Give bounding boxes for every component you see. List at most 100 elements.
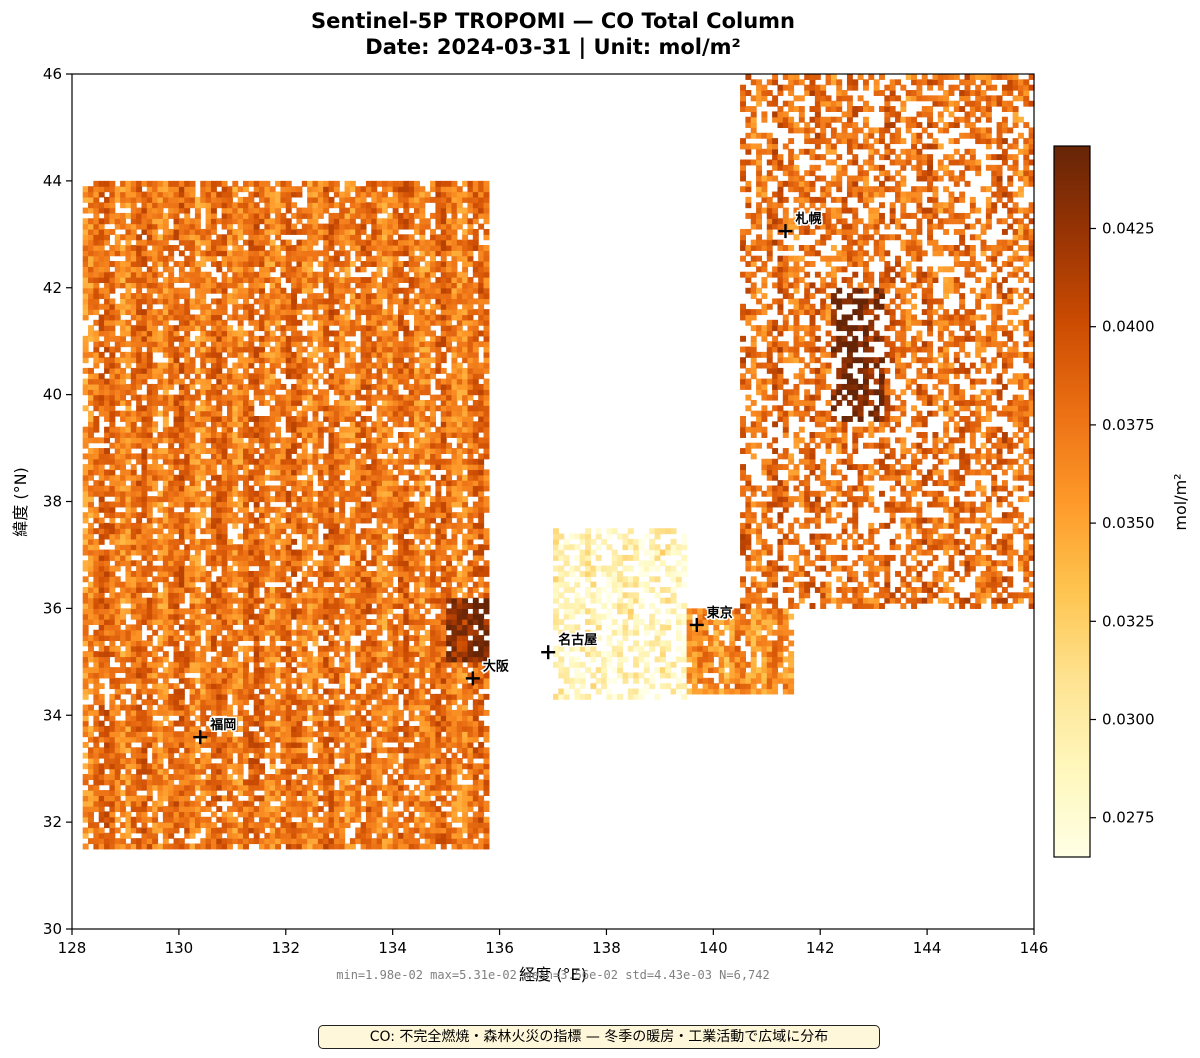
heat-cell [285, 453, 292, 460]
heat-cell [210, 528, 217, 535]
heat-cell [312, 683, 319, 690]
heat-cell [312, 410, 319, 417]
heat-cell [253, 528, 260, 535]
heat-cell [178, 474, 185, 481]
heat-cell [296, 779, 303, 786]
heat-cell [120, 731, 127, 738]
heat-cell [173, 314, 180, 321]
heat-cell [253, 779, 260, 786]
heat-cell [136, 212, 143, 219]
heat-cell [237, 506, 244, 513]
heat-cell [291, 800, 298, 807]
heat-cell [301, 672, 308, 679]
heat-cell [173, 741, 180, 748]
heat-cell [162, 228, 169, 235]
heat-cell [88, 255, 94, 262]
heat-cell [157, 287, 164, 294]
heat-cell [312, 538, 319, 545]
heat-cell [98, 587, 105, 593]
heat-cell [146, 774, 153, 780]
heat-cell [296, 464, 303, 471]
heat-cell [210, 581, 217, 588]
heat-cell [264, 426, 271, 433]
heat-cell [146, 795, 153, 802]
heat-cell [296, 784, 303, 791]
heat-cell [168, 458, 175, 465]
heat-cell [226, 827, 233, 834]
heat-cell [307, 522, 314, 529]
heat-cell [88, 330, 94, 337]
heat-cell [146, 218, 153, 225]
heat-cell [269, 816, 276, 823]
heat-cell [280, 731, 287, 738]
heat-cell [333, 806, 340, 813]
heat-cell [189, 458, 196, 465]
heat-cell [194, 656, 201, 663]
heat-cell [221, 528, 228, 535]
heat-cell [130, 838, 137, 845]
heat-cell [243, 656, 249, 663]
heat-cell [120, 661, 127, 668]
heat-cell [146, 570, 153, 577]
heat-cell [152, 613, 159, 620]
heat-cell [269, 405, 276, 412]
heat-cell [328, 357, 335, 364]
heat-cell [296, 838, 303, 845]
heat-cell [125, 667, 132, 674]
heat-cell [243, 303, 249, 310]
heat-cell [210, 822, 217, 829]
heat-cell [109, 565, 116, 572]
heat-cell [301, 725, 308, 732]
heat-cell [221, 293, 228, 300]
heat-cell [243, 720, 249, 727]
heat-cell [125, 501, 132, 508]
heat-cell [189, 827, 196, 834]
heat-cell [275, 806, 282, 813]
heat-cell [264, 725, 271, 732]
heat-cell [93, 490, 100, 497]
heat-cell [243, 341, 249, 348]
heat-cell [339, 731, 346, 738]
heat-cell [328, 570, 335, 577]
heat-cell [317, 389, 324, 396]
heat-cell [93, 560, 100, 567]
heat-cell [114, 399, 121, 406]
heat-cell [280, 768, 287, 775]
heat-cell [125, 405, 132, 412]
heat-cell [157, 790, 164, 796]
heat-cell [269, 795, 276, 802]
heat-cell [200, 399, 207, 406]
heat-cell [168, 731, 175, 738]
heat-cell [291, 351, 298, 358]
heat-cell [82, 389, 89, 396]
heat-cell [136, 271, 143, 278]
heat-cell [269, 394, 276, 401]
heat-cell [275, 410, 282, 417]
heat-cell [264, 453, 271, 460]
heat-cell [194, 261, 201, 267]
heat-cell [296, 357, 303, 364]
heat-cell [333, 469, 340, 476]
heat-cell [259, 651, 265, 658]
heat-cell [264, 212, 271, 219]
heat-cell [333, 736, 340, 743]
heat-cell [114, 731, 121, 738]
heat-cell [157, 453, 164, 460]
heat-cell [189, 239, 196, 246]
heat-cell [82, 683, 89, 690]
heat-cell [152, 619, 159, 625]
heat-cell [323, 747, 330, 754]
heat-cell [152, 474, 159, 481]
heat-cell [323, 180, 330, 187]
heat-cell [285, 426, 292, 433]
heat-cell [232, 266, 239, 273]
heat-cell [221, 501, 228, 508]
heat-cell [221, 426, 228, 433]
heat-cell [125, 250, 132, 257]
heat-cell [253, 672, 260, 679]
heat-cell [323, 282, 330, 289]
heat-cell [178, 346, 185, 353]
heat-cell [152, 298, 159, 305]
heat-cell [226, 784, 233, 791]
heat-cell [184, 218, 191, 225]
